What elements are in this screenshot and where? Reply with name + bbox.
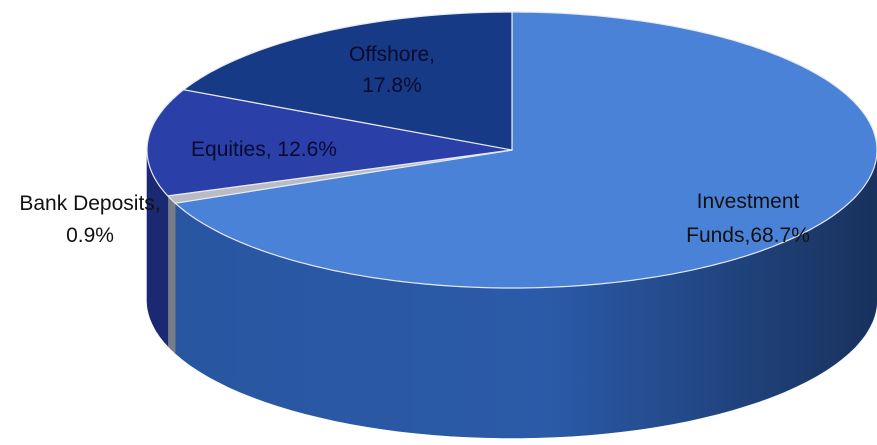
pie-slice-2 (146, 89, 513, 197)
slice-label-0-line-1: Investment (697, 190, 800, 213)
pie-labels: Investment Funds,68.7% Bank Deposits, 0.9% E… (19, 43, 810, 247)
pie-sides (146, 150, 877, 439)
pie-slice-0 (173, 11, 877, 289)
pie-side-shading (147, 150, 877, 438)
slice-label-1-line-1: Bank Deposits, (19, 192, 160, 215)
slice-label-3-line-2: 17.8% (362, 74, 422, 97)
pie-tops (146, 11, 877, 289)
slice-label-1-line-2: 0.9% (66, 224, 114, 247)
slice-label-0-line-2: Funds,68.7% (686, 224, 810, 247)
pie-slice-1 (166, 149, 513, 204)
pie-slice-3 (182, 11, 513, 151)
slice-label-3-line-1: Offshore, (349, 43, 435, 66)
slice-label-2-line-1: Equities, 12.6% (191, 138, 337, 161)
